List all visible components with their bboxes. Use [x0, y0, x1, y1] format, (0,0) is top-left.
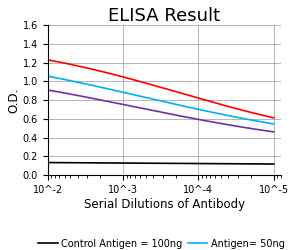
Antigen= 10ng — [272, 130, 275, 134]
Antigen= 100ng — [155, 85, 158, 88]
Legend: Control Antigen = 100ng, Antigen= 10ng, Antigen= 50ng, Antigen= 100ng: Control Antigen = 100ng, Antigen= 10ng, … — [36, 237, 293, 250]
Y-axis label: O.D.: O.D. — [7, 87, 20, 113]
Control Antigen = 100ng — [168, 162, 172, 165]
Antigen= 50ng — [272, 122, 275, 126]
Antigen= 100ng — [168, 88, 172, 92]
Antigen= 10ng — [181, 115, 184, 118]
Antigen= 100ng — [181, 92, 184, 95]
Control Antigen = 100ng — [153, 162, 157, 165]
Antigen= 10ng — [155, 110, 158, 113]
Antigen= 100ng — [46, 58, 50, 61]
Antigen= 100ng — [231, 106, 235, 109]
Control Antigen = 100ng — [272, 162, 275, 166]
Line: Control Antigen = 100ng: Control Antigen = 100ng — [48, 162, 274, 164]
Antigen= 10ng — [231, 124, 235, 127]
Antigen= 50ng — [231, 115, 235, 118]
X-axis label: Serial Dilutions of Antibody: Serial Dilutions of Antibody — [84, 198, 245, 210]
Antigen= 10ng — [153, 110, 157, 112]
Antigen= 10ng — [266, 130, 270, 133]
Control Antigen = 100ng — [181, 162, 184, 165]
Antigen= 10ng — [46, 88, 50, 92]
Antigen= 100ng — [272, 116, 275, 119]
Title: ELISA Result: ELISA Result — [108, 7, 220, 25]
Antigen= 50ng — [181, 104, 184, 107]
Antigen= 100ng — [153, 84, 157, 87]
Antigen= 50ng — [266, 122, 270, 124]
Line: Antigen= 100ng: Antigen= 100ng — [48, 60, 274, 118]
Control Antigen = 100ng — [46, 161, 50, 164]
Antigen= 100ng — [266, 115, 270, 118]
Line: Antigen= 10ng: Antigen= 10ng — [48, 90, 274, 132]
Antigen= 50ng — [46, 75, 50, 78]
Antigen= 50ng — [153, 98, 157, 101]
Control Antigen = 100ng — [266, 162, 270, 166]
Antigen= 50ng — [168, 102, 172, 104]
Line: Antigen= 50ng: Antigen= 50ng — [48, 76, 274, 124]
Control Antigen = 100ng — [155, 162, 158, 165]
Control Antigen = 100ng — [231, 162, 235, 165]
Antigen= 10ng — [168, 112, 172, 116]
Antigen= 50ng — [155, 98, 158, 102]
